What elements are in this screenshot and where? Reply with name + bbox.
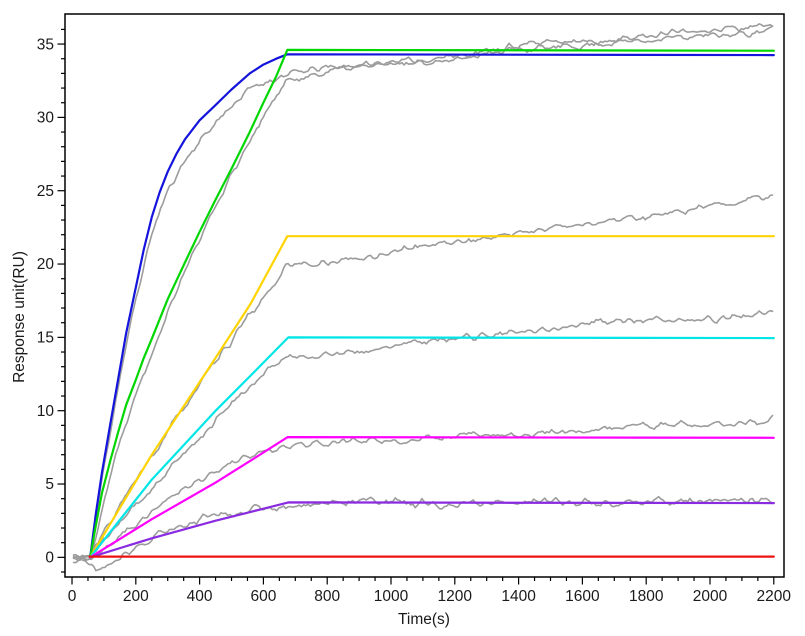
y-axis-title: Response unit(RU) — [11, 251, 28, 383]
y-tick-label: 15 — [37, 330, 54, 347]
fit-cyan — [89, 336, 775, 559]
y-tick-label: 25 — [37, 183, 54, 200]
axes-layer: 0 200 400 600 800 1000 1200 1400 1600 1800 2000 220… — [37, 28, 792, 605]
y-tick-label: 20 — [37, 256, 55, 273]
x-tick-label: 2200 — [757, 588, 792, 605]
x-tick-label: 200 — [123, 588, 149, 605]
x-tick-label: 800 — [314, 588, 340, 605]
x-tick-label: 600 — [250, 588, 276, 605]
y-tick-label: 0 — [45, 550, 54, 567]
measured-trace-2 — [72, 23, 774, 562]
fit-blue — [89, 53, 775, 559]
x-tick-label: 0 — [68, 588, 77, 605]
measured-trace-4 — [72, 309, 774, 560]
fit-green — [89, 48, 775, 559]
y-tick-label: 35 — [37, 36, 54, 53]
x-tick-label: 1200 — [438, 588, 473, 605]
x-axis-title: Time(s) — [398, 611, 450, 628]
x-tick-label: 1800 — [629, 588, 664, 605]
y-tick-label: 5 — [45, 476, 54, 493]
x-tick-label: 2000 — [693, 588, 728, 605]
x-tick-label: 1000 — [374, 588, 409, 605]
series-layer — [72, 23, 775, 572]
y-tick-label: 30 — [37, 110, 55, 127]
x-tick-label: 400 — [187, 588, 213, 605]
fit-purple — [89, 501, 775, 559]
measured-trace-6 — [72, 495, 774, 572]
measured-trace-1 — [72, 25, 774, 561]
plot-border — [64, 13, 785, 578]
x-tick-label: 1600 — [565, 588, 600, 605]
fit-yellow — [89, 235, 775, 559]
fit-magenta — [89, 436, 775, 559]
y-tick-label: 10 — [37, 403, 55, 420]
x-tick-label: 1400 — [501, 588, 536, 605]
measured-trace-3 — [72, 194, 774, 559]
